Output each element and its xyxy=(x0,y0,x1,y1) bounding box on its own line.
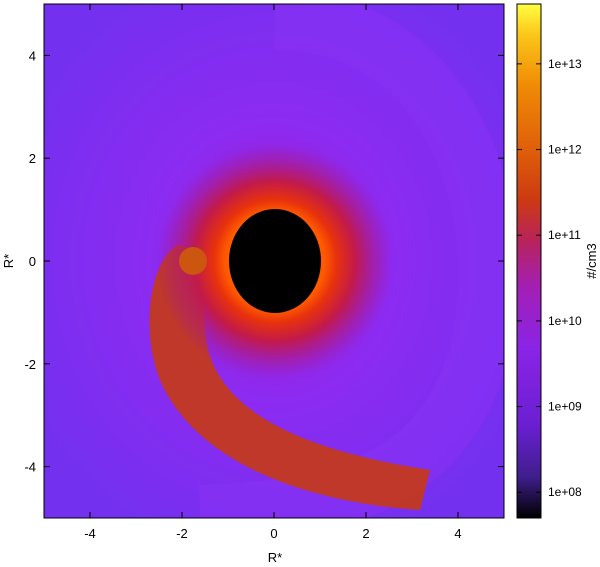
x-tick-label: -2 xyxy=(176,526,188,541)
companion xyxy=(179,247,207,275)
y-tick-label: 2 xyxy=(29,151,36,166)
y-tick-label: -4 xyxy=(24,460,36,475)
x-tick-label: -4 xyxy=(84,526,96,541)
y-tick-label: 0 xyxy=(29,254,36,269)
colorbar-tick-label: 1e+08 xyxy=(548,485,582,499)
colorbar-tick-label: 1e+12 xyxy=(548,143,582,157)
colorbar-label: #/cm3 xyxy=(584,243,599,278)
x-tick-label: 0 xyxy=(270,526,277,541)
colorbar-tick-label: 1e+13 xyxy=(548,57,582,71)
spiral-tail xyxy=(149,245,430,510)
y-axis-label: R* xyxy=(1,254,16,268)
y-tick-label: 4 xyxy=(29,48,36,63)
colorbar-tick-label: 1e+09 xyxy=(548,400,582,414)
y-tick-label: -2 xyxy=(24,357,36,372)
x-tick-label: 2 xyxy=(362,526,369,541)
spiral-band xyxy=(198,4,504,518)
colorbar-tick-label: 1e+10 xyxy=(548,314,582,328)
x-tick-label: 4 xyxy=(454,526,461,541)
colorbar-tick-label: 1e+11 xyxy=(548,228,581,242)
x-axis-label: R* xyxy=(268,550,282,565)
central-star xyxy=(229,209,321,313)
colorbar xyxy=(516,3,542,519)
